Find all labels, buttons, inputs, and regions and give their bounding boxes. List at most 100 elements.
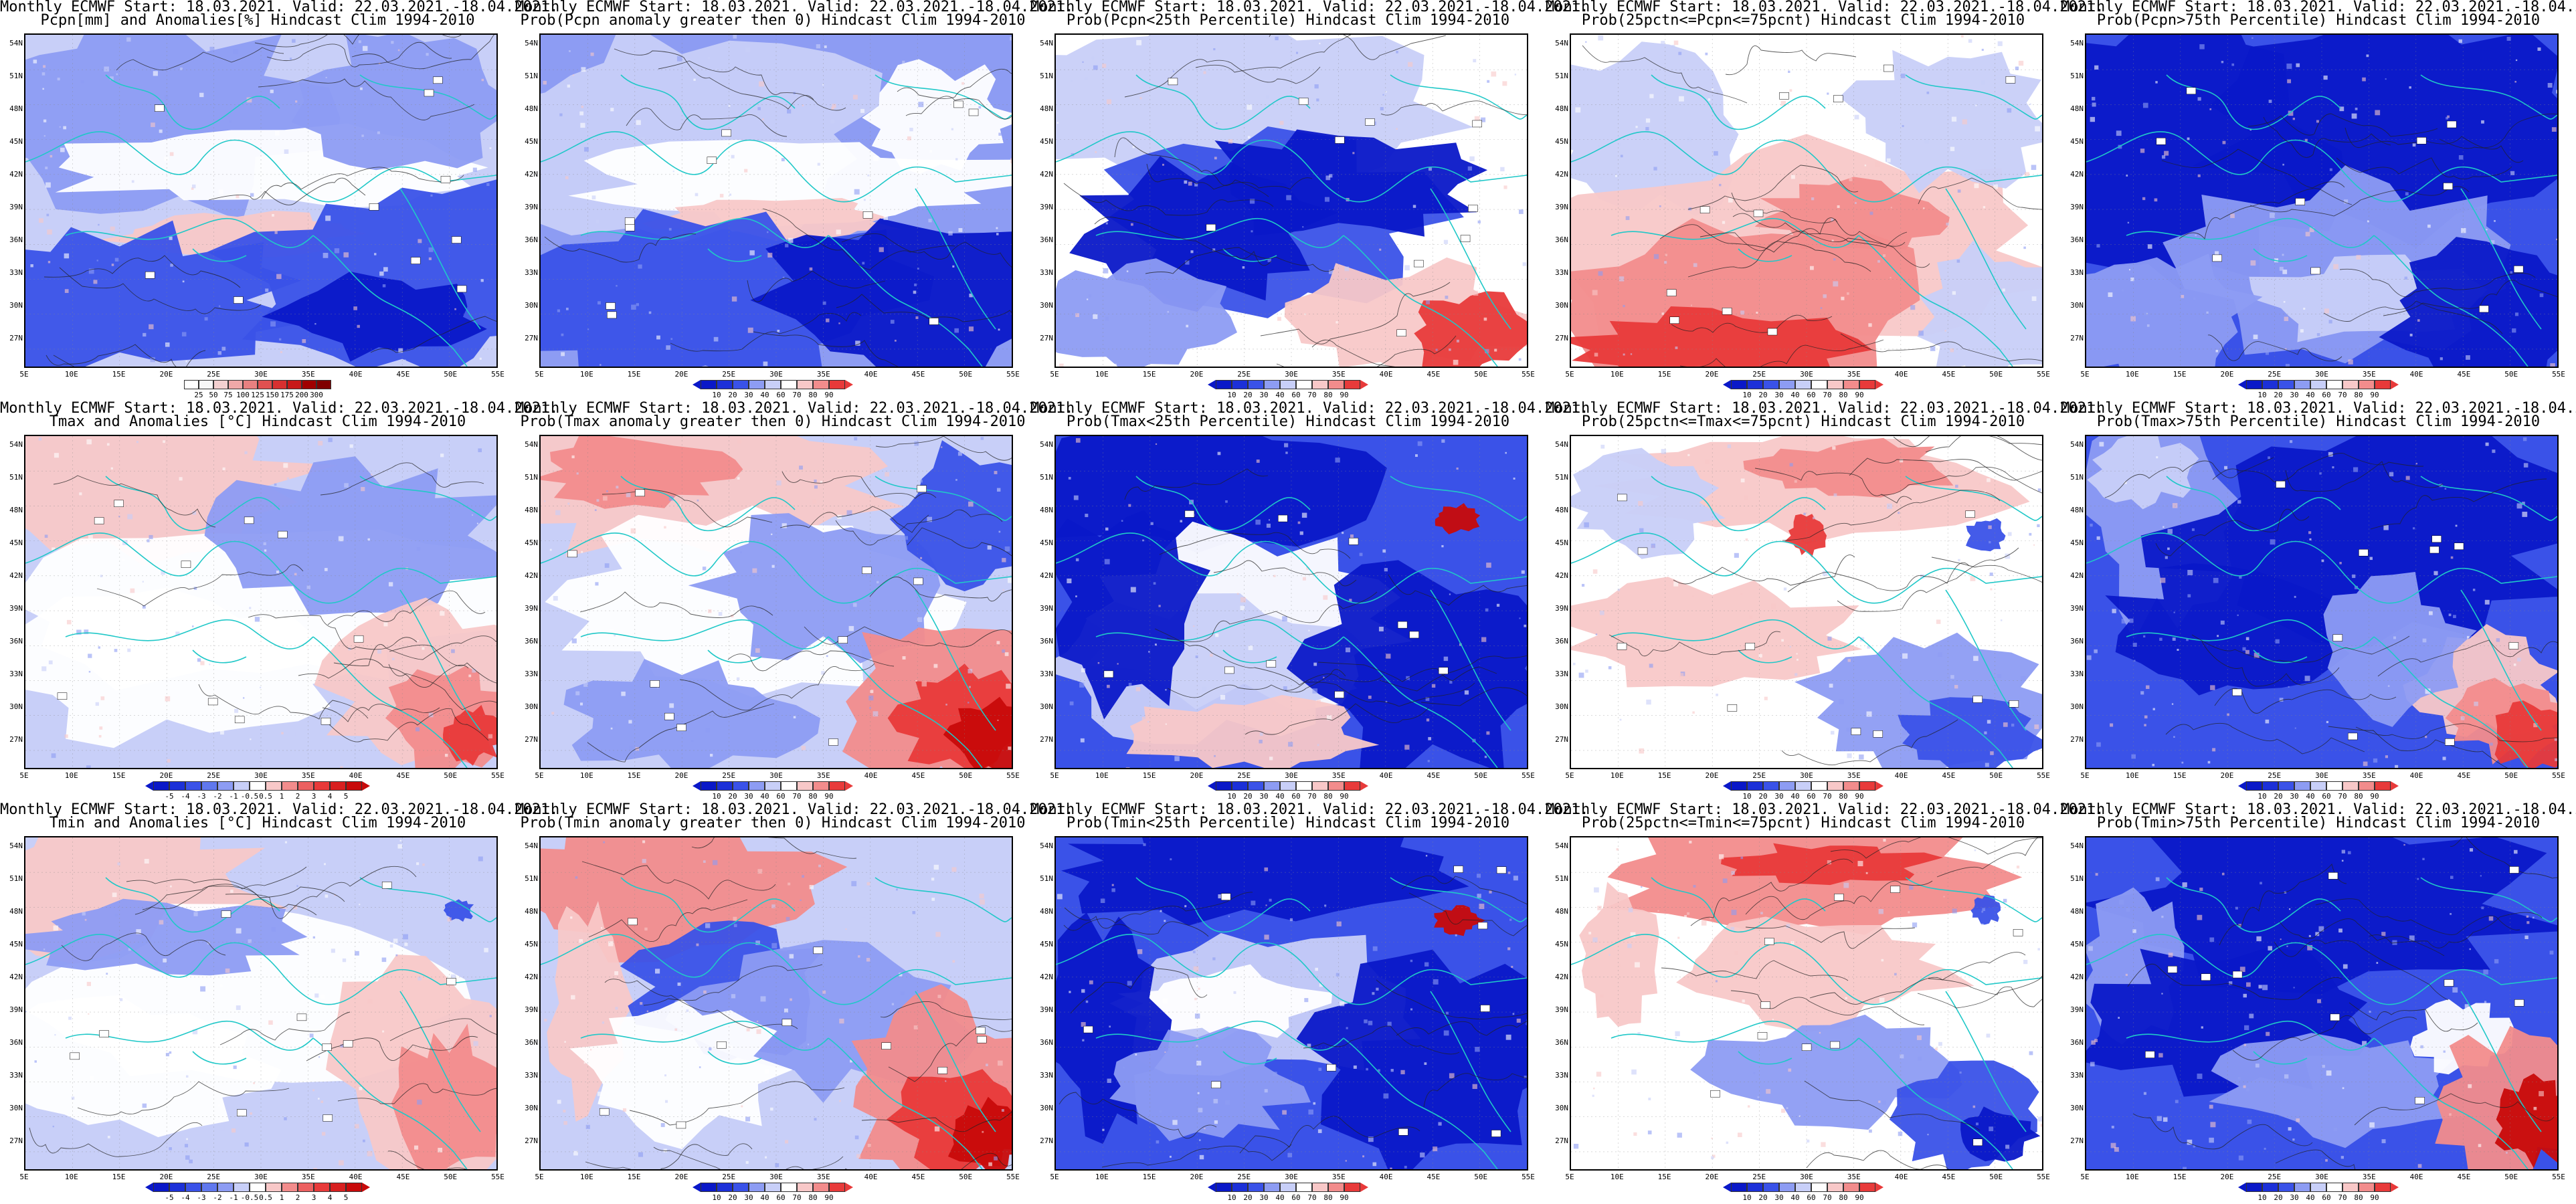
colorbar-swatch: [1747, 380, 1763, 389]
colorbar: 10 20 30 40 60 70 80 90: [515, 380, 1030, 399]
colorbar-swatch: [201, 1183, 217, 1192]
colorbar-swatch: [217, 1183, 234, 1192]
lat-label: 27N: [9, 334, 23, 342]
lon-label: 20E: [674, 370, 688, 379]
colorbar-label: 0.5: [259, 792, 272, 801]
lon-label: 5E: [19, 370, 29, 379]
lat-label: 39N: [525, 203, 538, 211]
lat-label: 42N: [1555, 571, 1568, 580]
colorbar-swatch: [1232, 1183, 1248, 1192]
map-panel: Monthly ECMWF Start: 18.03.2021. Valid: …: [515, 803, 1073, 1204]
colorbar-arrow-left: [145, 1183, 153, 1192]
colorbar-label: 10: [2258, 792, 2267, 801]
colorbar-swatch: [1811, 1183, 1827, 1192]
colorbar-label: 60: [2322, 1193, 2331, 1202]
colorbar-label: 90: [2370, 391, 2379, 399]
colorbar-label: 10: [712, 391, 721, 399]
colorbar-label: 90: [824, 792, 834, 801]
colorbar-label: 100: [236, 391, 250, 399]
colorbar-label: 60: [776, 391, 786, 399]
colorbar-swatch: [1843, 781, 1859, 791]
lat-label: 30N: [1555, 702, 1568, 711]
colorbar-arrow-right: [1360, 1183, 1368, 1192]
lat-label: 48N: [525, 506, 538, 514]
colorbar-arrow-right: [1360, 380, 1368, 389]
colorbar-swatch: [2359, 1183, 2375, 1192]
lon-label: 30E: [1800, 771, 1813, 780]
colorbar-label: 20: [728, 391, 737, 399]
colorbar-label: 20: [2274, 391, 2283, 399]
colorbar: 10 20 30 40 60 70 80 90: [1030, 380, 1546, 399]
lat-label: 51N: [2070, 473, 2084, 482]
lon-label: 50E: [444, 771, 458, 780]
lon-label: 30E: [1800, 370, 1813, 379]
lat-label: 45N: [1040, 137, 1053, 146]
lat-label: 54N: [1040, 841, 1053, 850]
panel-header: Monthly ECMWF Start: 18.03.2021. Valid: …: [1030, 400, 1589, 417]
lon-label: 10E: [1095, 1173, 1109, 1181]
lon-label: 20E: [1705, 370, 1719, 379]
lon-label: 50E: [2504, 370, 2518, 379]
lon-label: 45E: [396, 370, 410, 379]
lat-label: 30N: [9, 702, 23, 711]
colorbar-label: 30: [1774, 1193, 1784, 1202]
lon-label: 55E: [491, 370, 504, 379]
lat-label: 45N: [1555, 137, 1568, 146]
colorbar-label: 4: [327, 792, 333, 801]
colorbar-swatch: [2375, 380, 2391, 389]
map-panel: Monthly ECMWF Start: 18.03.2021. Valid: …: [2061, 401, 2576, 803]
lon-label: 35E: [1331, 771, 1346, 780]
colorbar-arrow-right: [1875, 1183, 1883, 1192]
colorbar-label: 300: [310, 391, 323, 399]
colorbar-label: 60: [1807, 792, 1816, 801]
lon-label: 40E: [864, 1173, 878, 1181]
lon-label: 40E: [2409, 771, 2423, 780]
lon-label: 15E: [627, 370, 641, 379]
colorbar-label: 90: [1855, 391, 1864, 399]
lat-label: 27N: [1040, 735, 1053, 744]
lat-label: 33N: [1555, 1071, 1568, 1080]
colorbar-swatch: [1280, 781, 1296, 791]
colorbar: 10 20 30 40 60 70 80 90: [1546, 380, 2061, 399]
lat-label: 54N: [1555, 440, 1568, 449]
lon-label: 15E: [1142, 370, 1156, 379]
colorbar-label: 70: [1823, 1193, 1832, 1202]
colorbar-label: 80: [808, 391, 818, 399]
lon-label: 25E: [207, 370, 221, 379]
colorbar-label: 10: [1227, 1193, 1236, 1202]
colorbar-label: 40: [2306, 792, 2315, 801]
colorbar-label: 10: [712, 1193, 721, 1202]
colorbar-swatch: [2246, 1183, 2262, 1192]
lat-label: 30N: [1040, 1104, 1053, 1112]
lon-label: 5E: [1565, 370, 1574, 379]
colorbar-label: 90: [1855, 792, 1864, 801]
lon-label: 20E: [1190, 370, 1204, 379]
colorbar-swatch: [829, 1183, 845, 1192]
lat-label: 30N: [9, 1104, 23, 1112]
colorbar-label: 25: [194, 391, 203, 399]
colorbar-swatch: [266, 1183, 282, 1192]
lon-label: 35E: [816, 771, 830, 780]
lat-label: 39N: [9, 604, 23, 613]
colorbar-swatch: [1763, 1183, 1779, 1192]
lon-label: 45E: [1427, 1173, 1441, 1181]
colorbar-label: 10: [2258, 1193, 2267, 1202]
colorbar-label: 20: [1243, 792, 1253, 801]
colorbar-swatch: [199, 380, 213, 389]
lat-label: 33N: [1555, 670, 1568, 678]
lat-label: 33N: [2070, 1071, 2084, 1080]
colorbar-swatch: [184, 380, 199, 389]
lat-label: 36N: [2070, 235, 2084, 244]
lon-label: 5E: [1050, 370, 1059, 379]
map-panel: Monthly ECMWF Start: 18.03.2021. Valid: …: [1546, 401, 2104, 803]
lat-label: 51N: [9, 874, 23, 883]
lon-label: 50E: [2504, 1173, 2518, 1181]
colorbar-swatch: [234, 781, 250, 791]
lat-label: 39N: [2070, 203, 2084, 211]
colorbar-swatch: [282, 781, 298, 791]
colorbar-swatch: [1248, 781, 1264, 791]
map-field: [1056, 837, 1527, 1169]
lat-label: 30N: [9, 301, 23, 310]
colorbar-swatch: [2294, 1183, 2310, 1192]
lat-label: 51N: [1040, 72, 1053, 80]
